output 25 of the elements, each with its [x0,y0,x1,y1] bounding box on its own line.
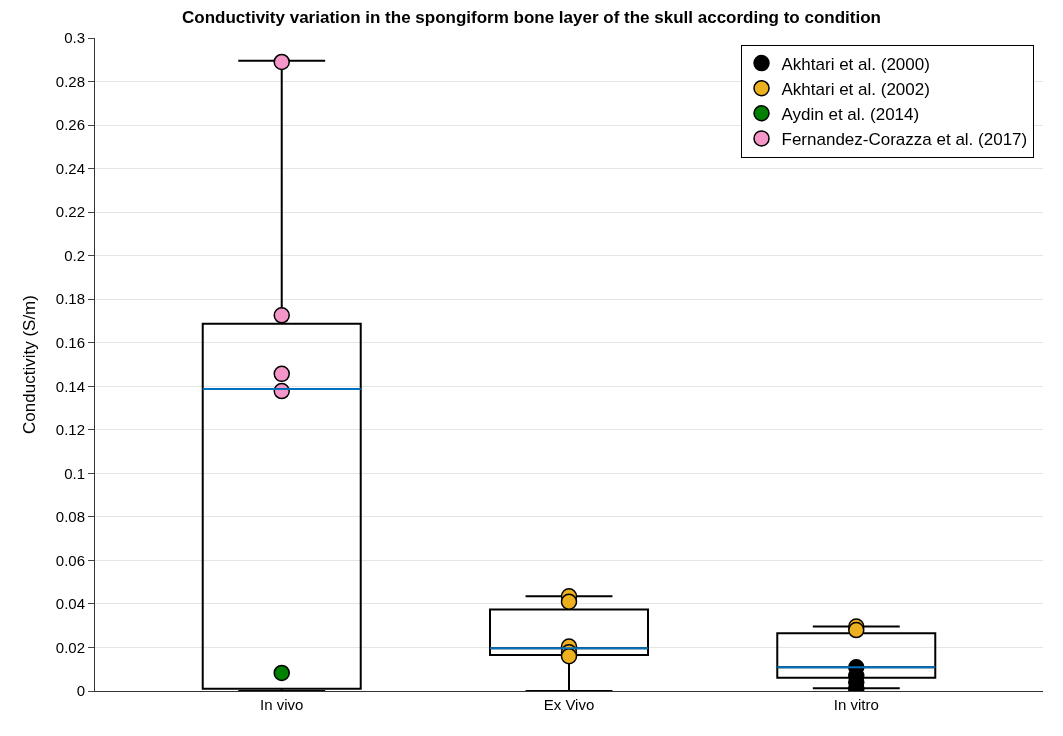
x-tick-label: Ex Vivo [543,696,595,713]
y-tick-label: 0.26 [55,116,85,134]
legend-label: Aydin et al. (2014) [781,104,920,124]
y-tick-label: 0.3 [64,29,85,47]
y-tick-label: 0 [76,682,85,700]
y-tick-label: 0.16 [55,333,85,351]
legend-label: Fernandez-Corazza et al. (2017) [781,130,1028,150]
legend-label: Akhtari et al. (2000) [781,54,930,74]
y-tick-label: 0.28 [55,72,85,90]
y-tick-label: 0.04 [55,595,85,613]
y-tick-label: 0.24 [55,159,85,177]
y-tick-label: 0.08 [55,508,85,526]
x-tick-label: In vivo [260,696,304,713]
y-tick-label: 0.18 [55,290,85,308]
legend-label: Akhtari et al. (2002) [781,79,930,99]
y-tick-label: 0.06 [55,551,85,569]
y-tick-label: 0.12 [55,421,85,439]
y-tick-label: 0.02 [55,638,85,656]
y-tick-label: 0.1 [64,464,85,482]
y-axis-title: Conductivity (S/m) [20,295,40,434]
x-tick-label: In vitro [833,696,879,713]
y-tick-label: 0.2 [64,246,85,264]
y-tick-label: 0.14 [55,377,85,395]
chart-title: Conductivity variation in the spongiform bone layer of the skull according to condition [182,7,881,27]
y-tick-label: 0.22 [55,203,85,221]
